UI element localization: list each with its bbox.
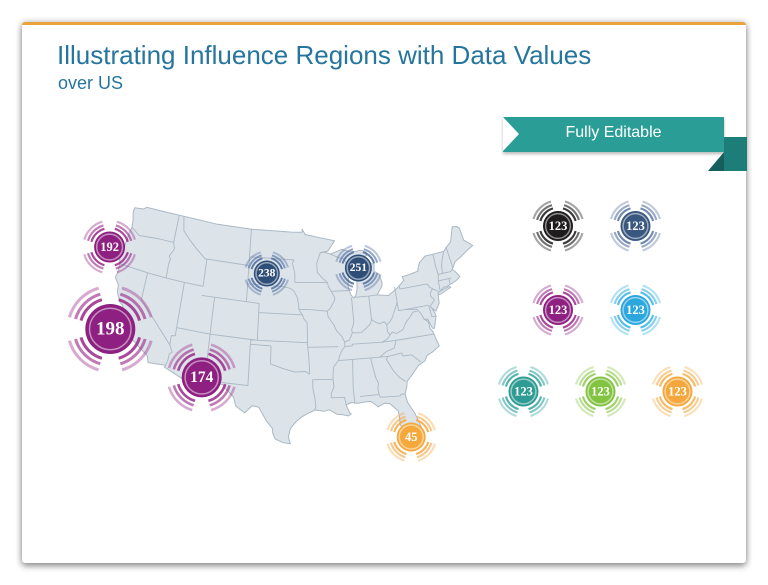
svg-text:45: 45 (405, 430, 418, 444)
svg-text:251: 251 (350, 262, 368, 274)
svg-text:238: 238 (258, 268, 276, 280)
svg-text:123: 123 (549, 219, 568, 233)
svg-text:123: 123 (549, 303, 568, 317)
svg-text:123: 123 (626, 219, 645, 233)
svg-text:198: 198 (96, 319, 125, 340)
svg-text:192: 192 (100, 240, 119, 254)
svg-text:174: 174 (190, 369, 214, 386)
svg-text:123: 123 (668, 385, 687, 399)
svg-text:123: 123 (514, 385, 533, 399)
svg-text:123: 123 (626, 303, 645, 317)
svg-text:123: 123 (591, 385, 610, 399)
